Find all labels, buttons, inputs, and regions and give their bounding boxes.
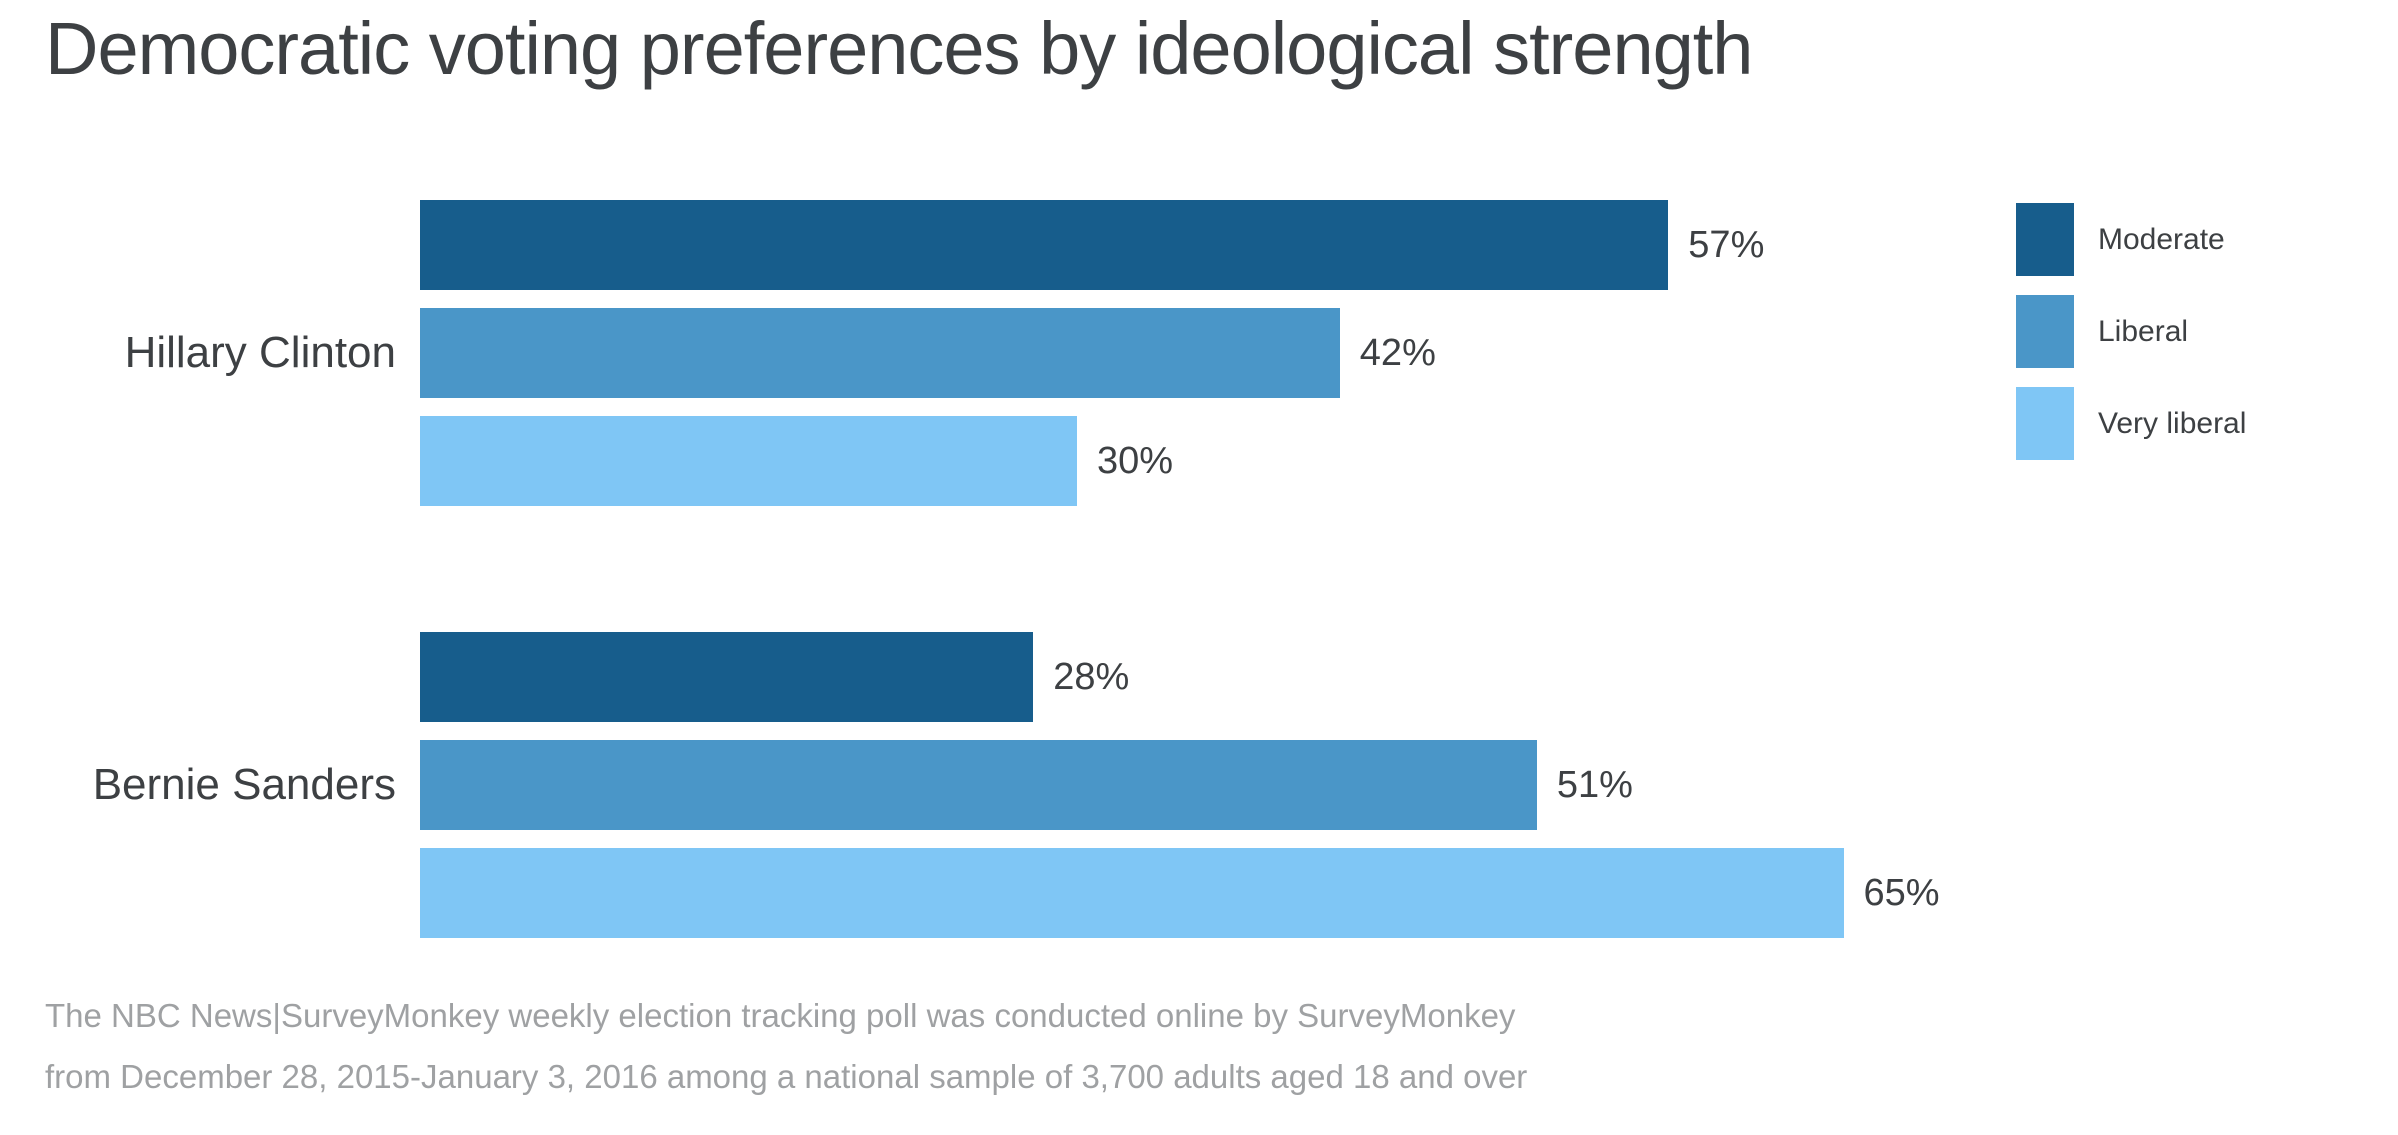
bar-row: 28%	[420, 632, 2398, 722]
legend: Moderate Liberal Very liberal	[2016, 203, 2246, 460]
legend-swatch-very-liberal	[2016, 387, 2074, 460]
bar-value-bernie-very-liberal: 65%	[1863, 871, 1940, 914]
legend-label-very-liberal: Very liberal	[2098, 406, 2247, 440]
category-label-bernie-sanders: Bernie Sanders	[92, 760, 396, 809]
bar-value-bernie-moderate: 28%	[1053, 655, 1130, 698]
legend-swatch-liberal	[2016, 295, 2074, 368]
bar-group-bernie-sanders: Bernie Sanders 28% 51% 65%	[0, 632, 2398, 938]
bar-bernie-moderate	[420, 632, 1034, 722]
bar-bernie-liberal	[420, 740, 1537, 830]
bar-row: 42%	[420, 308, 2398, 398]
bar-bernie-very-liberal	[420, 848, 1844, 938]
bar-row: 51%	[420, 740, 2398, 830]
bar-value-bernie-liberal: 51%	[1556, 763, 1633, 806]
bar-group-hillary-clinton: Hillary Clinton 57% 42% 30%	[0, 200, 2398, 506]
bar-row: 30%	[420, 416, 2398, 506]
chart-title: Democratic voting preferences by ideolog…	[45, 7, 1753, 90]
bar-hillary-liberal	[420, 308, 1340, 398]
bar-value-hillary-very-liberal: 30%	[1097, 439, 1174, 482]
bar-hillary-very-liberal	[420, 416, 1077, 506]
legend-item-very-liberal: Very liberal	[2016, 387, 2246, 460]
bar-track-hillary-clinton: 57% 42% 30%	[420, 200, 2398, 506]
bar-row: 65%	[420, 848, 2398, 938]
legend-label-moderate: Moderate	[2098, 222, 2225, 256]
source-footnote-line2: from December 28, 2015-January 3, 2016 a…	[45, 1058, 1528, 1095]
legend-item-moderate: Moderate	[2016, 203, 2246, 276]
legend-label-liberal: Liberal	[2098, 314, 2189, 348]
legend-item-liberal: Liberal	[2016, 295, 2246, 368]
source-footnote-line1: The NBC News|SurveyMonkey weekly electio…	[45, 997, 1516, 1034]
source-footnote: The NBC News|SurveyMonkey weekly electio…	[45, 985, 1527, 1107]
category-label-hillary-clinton: Hillary Clinton	[124, 328, 396, 377]
bar-hillary-moderate	[420, 200, 1669, 290]
legend-swatch-moderate	[2016, 203, 2074, 276]
bar-value-hillary-moderate: 57%	[1688, 223, 1765, 266]
bar-track-bernie-sanders: 28% 51% 65%	[420, 632, 2398, 938]
bar-row: 57%	[420, 200, 2398, 290]
bar-value-hillary-liberal: 42%	[1359, 331, 1436, 374]
